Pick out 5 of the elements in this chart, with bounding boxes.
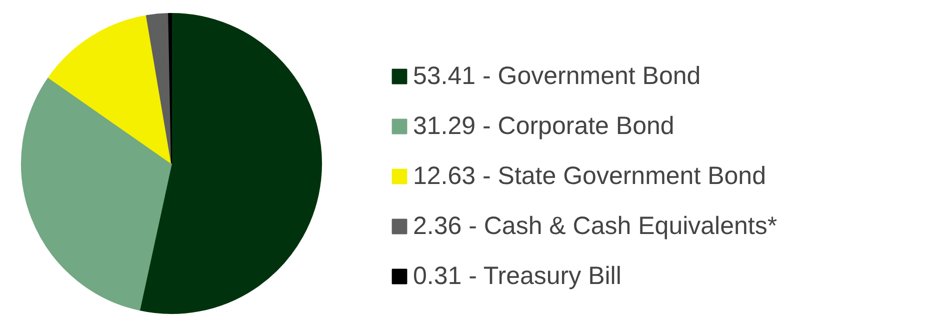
legend-label: 12.63 - State Government Bond bbox=[413, 161, 766, 191]
legend-label: 2.36 - Cash & Cash Equivalents* bbox=[413, 211, 778, 241]
legend-label: 31.29 - Corporate Bond bbox=[413, 111, 674, 141]
legend-label: 53.41 - Government Bond bbox=[413, 61, 701, 91]
legend-label: 0.31 - Treasury Bill bbox=[413, 261, 622, 291]
